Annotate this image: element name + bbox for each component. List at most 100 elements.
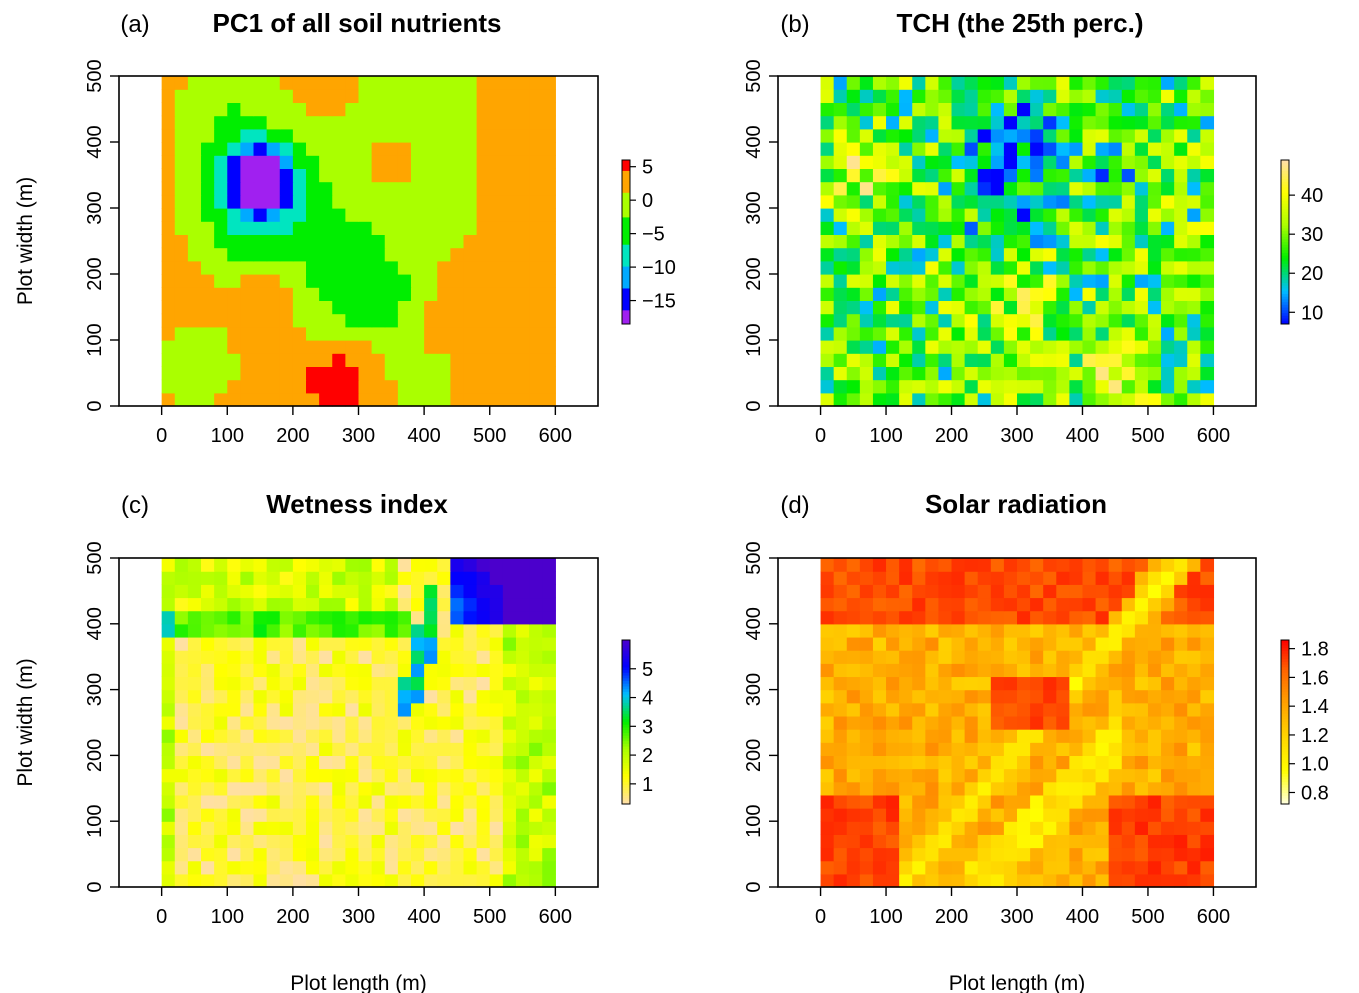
heatmap-cell — [1108, 571, 1123, 585]
heatmap-cell — [174, 847, 189, 862]
heatmap-cell — [1056, 571, 1070, 585]
heatmap-cell — [1134, 340, 1149, 354]
heatmap-cell — [1017, 247, 1031, 262]
colorbar-swatch — [622, 661, 630, 666]
heatmap-cell — [1108, 89, 1123, 103]
colorbar-swatch — [1281, 206, 1289, 210]
heatmap-cell — [371, 274, 386, 288]
heatmap-cell — [964, 340, 979, 354]
heatmap-cell — [253, 571, 268, 585]
heatmap-cell — [1121, 260, 1136, 275]
heatmap-cell — [872, 610, 887, 625]
heatmap-cell — [964, 571, 979, 585]
heatmap-cell — [161, 650, 176, 664]
heatmap-cell — [542, 221, 556, 235]
heatmap-cell — [938, 128, 953, 143]
heatmap-cell — [1147, 392, 1162, 407]
heatmap-cell — [450, 558, 465, 572]
heatmap-cell — [174, 808, 189, 822]
x-tick-label: 400 — [407, 425, 440, 447]
heatmap-cell — [938, 247, 953, 262]
heatmap-cell — [319, 636, 333, 651]
heatmap-cell — [161, 689, 176, 704]
heatmap-cell — [424, 623, 438, 638]
heatmap-cell — [266, 781, 281, 796]
heatmap-cell — [1030, 584, 1044, 599]
heatmap-cell — [201, 610, 215, 625]
heatmap-cell — [1108, 326, 1123, 341]
heatmap-cell — [174, 715, 189, 730]
heatmap-cell — [358, 89, 373, 103]
heatmap-cell — [872, 623, 887, 638]
heatmap-cell — [384, 287, 399, 301]
heatmap-cell — [358, 181, 373, 196]
heatmap-cell — [397, 610, 412, 625]
heatmap-cell — [410, 860, 425, 875]
heatmap-cell — [1082, 221, 1097, 235]
heatmap-cell — [161, 142, 176, 156]
heatmap-cell — [489, 860, 504, 875]
heatmap-cell — [424, 860, 438, 875]
heatmap-cell — [938, 597, 953, 612]
heatmap-cell — [515, 181, 530, 196]
heatmap-cell — [1003, 742, 1018, 756]
heatmap-cell — [476, 768, 491, 783]
heatmap-cell — [187, 155, 202, 169]
heatmap-cell — [529, 584, 543, 599]
heatmap-cell — [515, 584, 530, 599]
heatmap-cell — [240, 702, 255, 717]
colorbar-swatch — [1281, 650, 1289, 655]
heatmap-cell — [912, 142, 926, 156]
heatmap-cell — [1174, 379, 1188, 394]
heatmap-cell — [384, 76, 399, 90]
heatmap-cell — [938, 715, 953, 730]
heatmap-cell — [1121, 313, 1136, 328]
heatmap-cell — [253, 663, 268, 678]
x-tick-label: 600 — [539, 906, 572, 928]
heatmap-cell — [1003, 300, 1018, 315]
heatmap-cell — [214, 247, 228, 262]
heatmap-cell — [1030, 794, 1044, 809]
heatmap-cell — [332, 128, 346, 143]
colorbar-swatch — [622, 798, 630, 802]
heatmap-cell — [476, 834, 491, 849]
heatmap-cell — [384, 260, 399, 275]
heatmap-cell — [332, 558, 346, 572]
heatmap-cell — [1108, 115, 1123, 130]
heatmap-cell — [1121, 584, 1136, 599]
heatmap-cell — [437, 142, 451, 156]
heatmap-cell — [1161, 821, 1175, 835]
heatmap-cell — [187, 274, 202, 288]
heatmap-cell — [542, 636, 556, 651]
heatmap-cell — [1121, 794, 1136, 809]
heatmap-cell — [938, 873, 953, 888]
heatmap-cell — [859, 755, 874, 770]
heatmap-cell — [833, 89, 848, 103]
heatmap-cell — [292, 860, 307, 875]
heatmap-cell — [319, 702, 333, 717]
heatmap-cell — [977, 571, 992, 585]
y-tick-label: 100 — [743, 805, 765, 838]
heatmap-cell — [410, 392, 425, 407]
heatmap-cell — [227, 715, 241, 730]
heatmap-cell — [476, 274, 491, 288]
heatmap-cell — [912, 234, 926, 249]
heatmap-cell — [410, 676, 425, 691]
heatmap-cell — [951, 260, 966, 275]
colorbar-swatch — [622, 283, 630, 287]
heatmap-cell — [358, 287, 373, 301]
heatmap-cell — [214, 860, 228, 875]
heatmap-cell — [358, 76, 373, 90]
heatmap-cell — [489, 340, 504, 354]
heatmap-cell — [502, 571, 517, 585]
heatmap-cell — [345, 768, 360, 783]
heatmap-cell — [319, 808, 333, 822]
heatmap-cell — [925, 834, 940, 849]
heatmap-cell — [227, 597, 241, 612]
heatmap-cell — [1082, 76, 1097, 90]
heatmap-cell — [1082, 287, 1097, 301]
heatmap-cell — [542, 155, 556, 169]
colorbar-swatch — [622, 231, 630, 235]
heatmap-cell — [1082, 208, 1097, 222]
heatmap-cell — [227, 755, 241, 770]
